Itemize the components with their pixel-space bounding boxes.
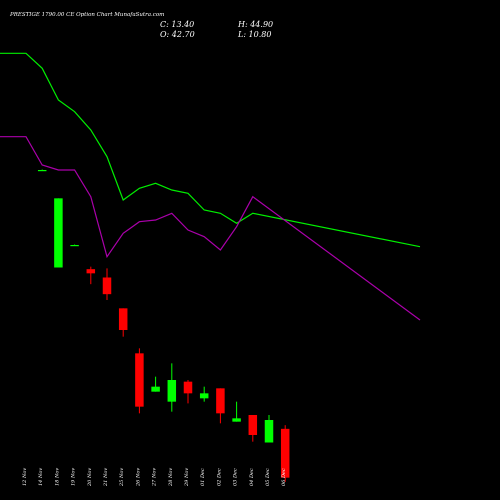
candle-body <box>183 381 193 394</box>
candle <box>167 363 177 412</box>
chart-title: PRESTIGE 1790.00 CE Option Chart MunafaS… <box>9 12 164 18</box>
candle-body <box>264 420 274 443</box>
candle-body <box>232 418 241 422</box>
low-value: L: 10.80 <box>237 30 271 39</box>
candle <box>151 376 160 392</box>
candle <box>135 348 144 414</box>
x-tick-label: 04 Dec <box>249 468 255 486</box>
candle-body <box>70 245 79 247</box>
candle <box>264 415 274 443</box>
x-tick-label: 19 Nov <box>71 468 77 486</box>
x-tick-label: 20 Nov <box>87 468 93 487</box>
x-tick-label: 26 Nov <box>135 468 141 487</box>
x-tick-label: 29 Nov <box>184 468 190 487</box>
candle-body <box>248 415 258 435</box>
x-tick-label: 03 Dec <box>233 468 239 486</box>
candle-body <box>199 393 209 399</box>
candle <box>102 268 112 300</box>
candle-body <box>102 277 112 295</box>
x-axis-ticks: 12 Nov 14 Nov 18 Nov 19 Nov 20 Nov 21 Nov 25 N… <box>22 468 287 487</box>
candle <box>86 266 96 285</box>
candle <box>70 244 79 247</box>
x-tick-label: 01 Dec <box>200 468 206 486</box>
lower-indicator-line <box>0 136 421 321</box>
candle-body <box>86 269 96 274</box>
high-value: H: 44.90 <box>237 20 273 29</box>
close-value: C: 13.40 <box>160 20 194 29</box>
x-tick-label: 06 Dec <box>281 468 287 486</box>
candle <box>118 308 128 337</box>
candle <box>37 169 47 172</box>
candle-body <box>280 428 290 478</box>
x-tick-label: 05 Dec <box>265 468 271 486</box>
x-tick-label: 25 Nov <box>119 468 125 487</box>
indicator-lines <box>0 52 421 321</box>
candle-body <box>118 308 128 330</box>
candle-body <box>54 198 63 268</box>
upper-indicator-line <box>0 52 421 248</box>
x-tick-label: 02 Dec <box>216 468 222 486</box>
candle <box>232 401 241 422</box>
candle-body <box>151 386 160 392</box>
x-tick-label: 14 Nov <box>38 468 44 486</box>
candle <box>183 380 193 404</box>
open-value: O: 42.70 <box>160 30 195 39</box>
candle-body <box>135 353 144 407</box>
x-tick-label: 28 Nov <box>168 468 174 487</box>
candle-body <box>37 170 47 172</box>
candle <box>216 388 225 424</box>
x-tick-label: 21 Nov <box>103 468 109 487</box>
candle <box>199 386 209 402</box>
x-tick-label: 27 Nov <box>152 468 158 487</box>
candle-body <box>216 388 225 414</box>
candle <box>54 198 63 268</box>
candle-body <box>167 380 177 402</box>
x-tick-label: 12 Nov <box>22 468 28 486</box>
candle <box>248 415 258 442</box>
x-tick-label: 18 Nov <box>54 468 60 486</box>
candles <box>37 169 290 482</box>
candle <box>280 425 290 482</box>
